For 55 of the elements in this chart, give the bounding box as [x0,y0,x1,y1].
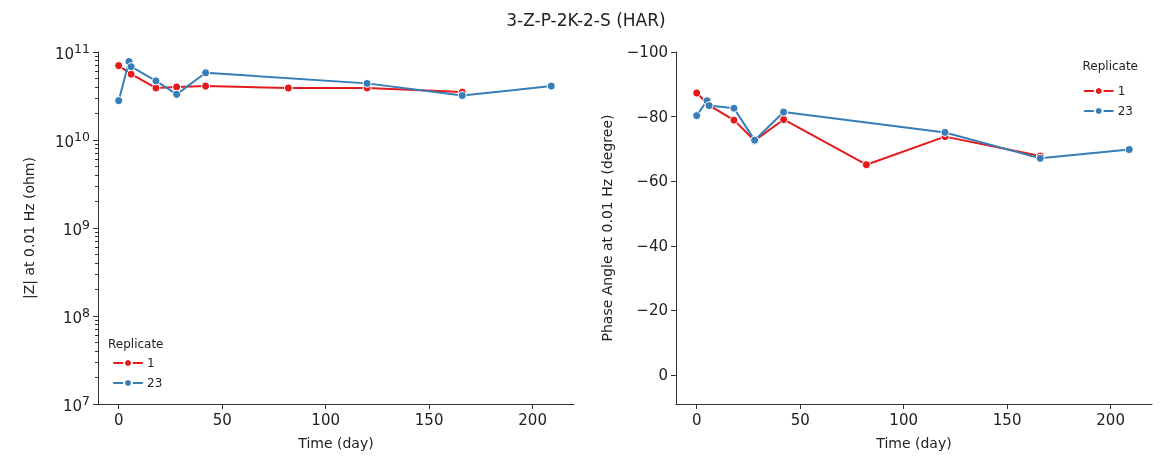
point [126,69,136,79]
point [940,127,950,137]
y-tick-label: 10$^{8}$ [62,304,90,327]
point [201,81,211,91]
chart-title: 3-Z-P-2K-2-S (HAR) [505,9,667,32]
x-tick-label: 50 [212,410,232,429]
point [151,76,161,86]
point [779,115,789,124]
point [692,88,702,98]
point [201,68,211,78]
point [861,160,871,170]
x-tick-label: 50 [790,410,810,429]
point [172,82,182,92]
point [126,62,136,72]
y-tick-label: 10$^{10}$ [55,128,90,151]
y-tick-label: 10$^{7}$ [62,392,90,415]
x-axis-title: Time (day) [297,435,374,451]
legend-label: 1 [1117,84,1126,98]
x-tick-label: 100 [889,410,918,429]
y-tick-label: −20 [636,301,668,320]
point [779,107,789,117]
x-tick-label: 0 [113,410,124,429]
y-tick-label: 10$^{11}$ [55,40,90,63]
point [546,81,556,91]
point [729,115,739,125]
point [457,91,467,101]
y-tick-label: 0 [658,365,668,384]
point [151,83,161,93]
point [729,103,739,113]
y-tick-label: −40 [636,236,668,255]
y-axis-title: |Z| at 0.01 Hz (ohm) [21,157,38,299]
x-axis-title: Time (day) [875,435,952,451]
point [114,61,124,71]
x-tick-label: 0 [691,410,702,429]
legend-title: Replicate [108,337,164,351]
x-tick-label: 100 [311,410,340,429]
legend-title: Replicate [1082,59,1139,73]
x-tick-label: 150 [414,410,444,429]
y-tick-label: −60 [636,172,668,191]
legend-label: 23 [1117,104,1134,118]
point [692,111,702,121]
point [283,83,293,93]
x-tick-label: 150 [992,410,1022,429]
point [1124,145,1134,155]
y-tick-label: 10$^{9}$ [62,216,90,239]
legend-label: 23 [147,376,163,390]
x-tick-label: 200 [1096,410,1125,429]
y-tick-label: −80 [636,107,668,126]
legend-label: 1 [147,356,155,370]
y-tick-label: −100 [626,43,668,61]
x-tick-label: 200 [518,410,547,429]
point [114,96,124,106]
point [172,89,182,99]
y-axis-title: Phase Angle at 0.01 Hz (degree) [599,114,615,342]
point [362,78,372,88]
